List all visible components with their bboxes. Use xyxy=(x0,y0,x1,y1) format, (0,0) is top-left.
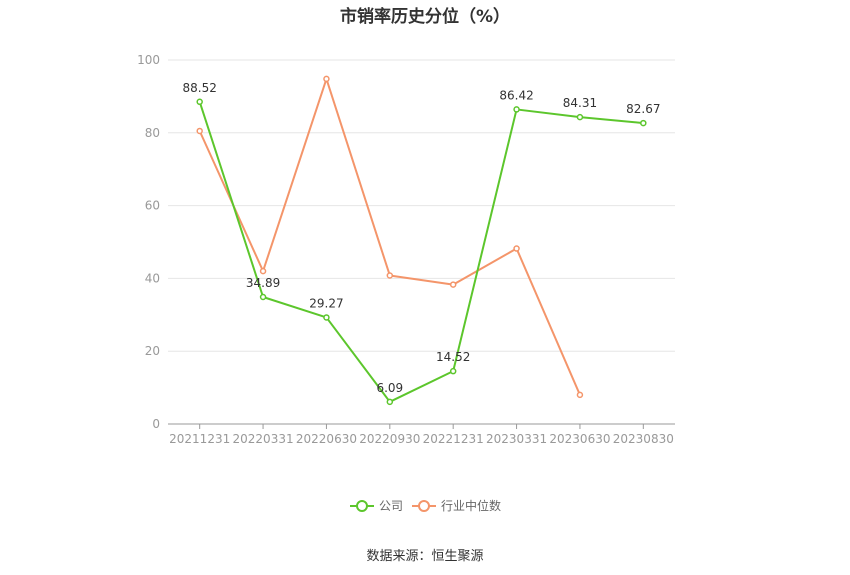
x-tick-label: 20230630 xyxy=(549,432,610,446)
x-tick-label: 20221231 xyxy=(423,432,484,446)
y-tick-label: 100 xyxy=(137,53,160,67)
x-tick-label: 20220930 xyxy=(359,432,420,446)
data-point xyxy=(259,267,267,275)
x-tick-label: 20220630 xyxy=(296,432,357,446)
chart-title: 市销率历史分位（%） xyxy=(339,7,511,27)
data-label: 82.67 xyxy=(626,102,660,116)
grid-lines xyxy=(168,59,675,352)
data-point xyxy=(576,113,584,121)
data-label: 88.52 xyxy=(183,81,217,95)
data-label: 29.27 xyxy=(309,296,343,310)
data-point xyxy=(449,367,457,375)
y-tick-label: 60 xyxy=(145,199,160,213)
data-labels: 88.52 34.89 29.27 6.09 14.52 86.42 84.31 82.67 xyxy=(183,81,661,395)
data-label: 14.52 xyxy=(436,350,470,364)
data-point xyxy=(196,127,203,135)
y-tick-label: 80 xyxy=(145,126,160,140)
data-point xyxy=(323,314,330,321)
data-point xyxy=(323,75,330,83)
data-label: 84.31 xyxy=(563,96,597,110)
x-tick-label: 20220331 xyxy=(233,432,294,446)
data-point xyxy=(386,272,394,279)
data-point xyxy=(196,98,203,106)
series-line xyxy=(198,101,644,403)
data-label: 86.42 xyxy=(499,88,533,102)
data-point xyxy=(386,398,394,406)
x-tick-label: 20230830 xyxy=(613,432,674,446)
data-point xyxy=(513,245,520,252)
legend-label: 公司 xyxy=(379,499,403,513)
data-point xyxy=(513,106,520,113)
x-tick-label: 20230331 xyxy=(486,432,547,446)
series xyxy=(196,75,647,406)
y-tick-label: 20 xyxy=(145,344,160,358)
data-point xyxy=(576,391,584,399)
x-tick-label: 20211231 xyxy=(169,432,230,446)
series-line xyxy=(198,77,581,396)
legend-swatch-marker xyxy=(356,500,368,512)
y-tick-label: 0 xyxy=(152,417,160,431)
y-tick-label: 40 xyxy=(145,271,160,285)
legend-label: 行业中位数 xyxy=(441,498,501,513)
source-note: 数据来源：恒生聚源 xyxy=(366,549,484,564)
data-point xyxy=(449,281,457,288)
legend: 公司 行业中位数 xyxy=(350,498,501,513)
data-point xyxy=(640,119,647,127)
data-point xyxy=(259,293,267,301)
data-label: 34.89 xyxy=(246,276,280,290)
data-label: 6.09 xyxy=(376,381,403,395)
legend-swatch-marker xyxy=(418,500,430,512)
